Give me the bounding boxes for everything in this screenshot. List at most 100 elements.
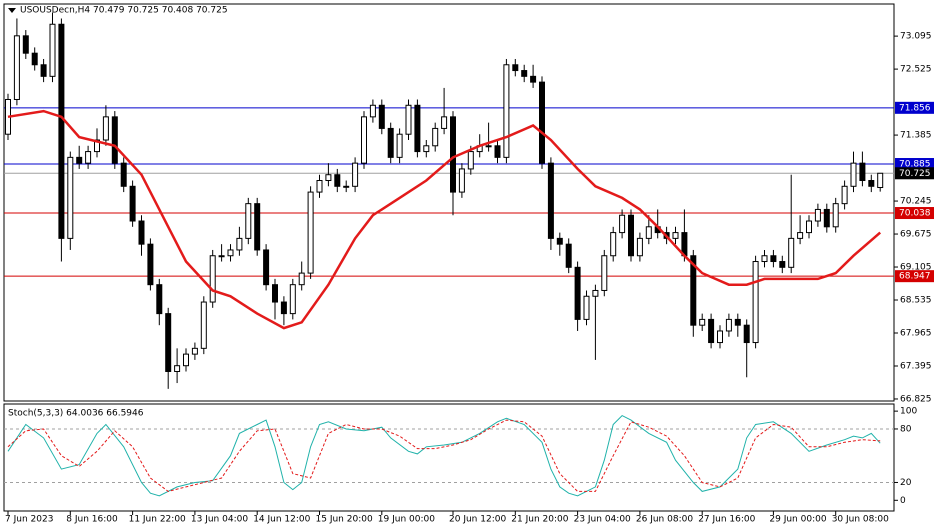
candle-body — [111, 116, 118, 164]
candle-body — [859, 162, 866, 182]
candle-body — [405, 104, 412, 135]
candle-body — [699, 318, 706, 326]
stoch-tick-label: 20 — [900, 478, 912, 488]
candle-body — [779, 261, 786, 268]
y-tick-label: 73.095 — [900, 32, 932, 42]
candle-body — [227, 249, 234, 257]
candle-body — [432, 127, 439, 147]
stoch-title: Stoch(5,3,3) 64.0036 66.5946 — [8, 409, 144, 419]
level-label-box — [895, 270, 934, 283]
candle-body — [298, 272, 305, 286]
candle-body — [850, 162, 857, 187]
candle-body — [174, 365, 181, 372]
candle-body — [334, 174, 341, 187]
x-tick-label: 23 Jun 04:00 — [574, 515, 631, 525]
candle-body — [788, 237, 795, 268]
y-tick-label: 70.245 — [900, 197, 932, 207]
stoch-tick-label: 100 — [900, 407, 917, 417]
candle-body — [628, 214, 634, 257]
stoch-line — [7, 414, 881, 497]
candle-body — [67, 156, 74, 239]
candle-body — [806, 220, 812, 234]
candle-body — [76, 156, 83, 164]
candle-body — [441, 116, 448, 129]
moving-average — [7, 109, 882, 330]
stoch-tick-label: 80 — [900, 424, 912, 434]
candle-body — [574, 266, 581, 320]
candle-body — [245, 203, 252, 239]
level-label-box — [895, 167, 934, 180]
candle-body — [280, 301, 287, 315]
price-panel — [3, 3, 895, 402]
level-label-box — [895, 101, 934, 114]
candle-body — [530, 75, 537, 83]
x-tick-label: 21 Jun 20:00 — [511, 515, 568, 525]
candle-body — [797, 232, 804, 239]
candle-body — [129, 185, 136, 222]
candle-body — [761, 255, 768, 263]
candle-body — [485, 145, 492, 148]
x-tick-label: 27 Jun 16:00 — [698, 515, 755, 525]
candle-body — [512, 64, 519, 72]
candle-body — [58, 23, 65, 239]
candle-body — [120, 162, 127, 187]
candle-body — [814, 208, 821, 222]
candle-body — [49, 23, 56, 77]
level-label-box — [895, 158, 934, 171]
candle-body — [352, 162, 359, 187]
candle-body — [450, 116, 456, 193]
candle-body — [503, 64, 510, 158]
x-tick-label: 19 Jun 00:00 — [378, 515, 435, 525]
candle-body — [22, 35, 29, 54]
candle-body — [94, 139, 100, 153]
y-tick-label: 68.535 — [900, 296, 932, 306]
x-tick-label: 7 Jun 2023 — [5, 515, 53, 525]
candle-body — [31, 52, 38, 66]
y-tick-label: 71.385 — [900, 131, 932, 141]
level-label-box — [895, 207, 934, 220]
candle-body — [165, 313, 172, 372]
candle-body — [832, 203, 839, 228]
level-label: 71.856 — [899, 103, 931, 113]
candle-body — [877, 172, 884, 189]
candle-body — [494, 145, 501, 158]
candle-body — [218, 255, 225, 258]
candle-body — [343, 185, 350, 188]
level-label: 70.725 — [899, 169, 931, 179]
stoch-tick-label: 0 — [900, 496, 906, 506]
candle-body — [102, 116, 109, 141]
candle-body — [316, 180, 323, 193]
level-label: 70.885 — [899, 160, 931, 170]
candle-body — [770, 255, 777, 263]
x-tick-label: 15 Jun 20:00 — [316, 515, 373, 525]
candle-body — [307, 191, 314, 274]
candle-body — [823, 208, 830, 228]
x-tick-label: 11 Jun 22:00 — [129, 515, 186, 525]
candle-body — [565, 243, 572, 268]
chart-title: USOUSDecn,H4 70.479 70.725 70.408 70.725 — [20, 6, 228, 16]
candle-body — [458, 168, 465, 193]
candle-body — [289, 284, 296, 315]
candle-body — [717, 330, 723, 344]
candle-body — [236, 237, 243, 251]
x-tick-label: 8 Jun 16:00 — [66, 515, 118, 525]
candle-body — [254, 203, 261, 251]
candle-body — [725, 318, 732, 332]
x-tick-label: 14 Jun 12:00 — [253, 515, 310, 525]
x-tick-label: 30 Jun 08:00 — [832, 515, 889, 525]
y-tick-label: 67.965 — [900, 329, 932, 339]
candle-body — [467, 151, 474, 170]
candle-body — [369, 104, 376, 118]
candle-body — [636, 237, 643, 257]
candle-body — [734, 318, 741, 326]
y-tick-label: 69.675 — [900, 230, 932, 240]
y-tick-label: 67.395 — [900, 361, 932, 371]
candle-body — [209, 255, 216, 303]
candle-body — [414, 104, 421, 153]
candle-body — [619, 214, 626, 234]
candle-body — [841, 185, 848, 205]
candle-body — [423, 145, 430, 153]
candle-body — [672, 232, 679, 239]
x-tick-label: 26 Jun 08:00 — [636, 515, 693, 525]
